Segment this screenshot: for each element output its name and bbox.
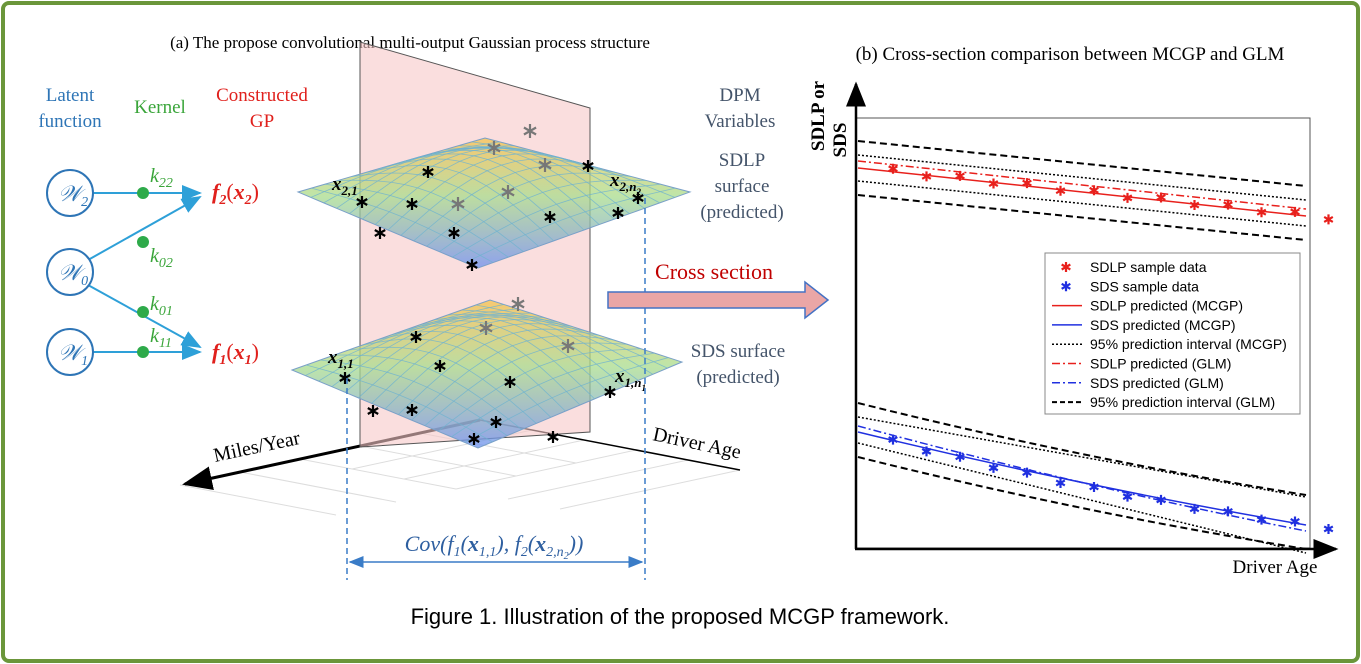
kernel-sub: 02: [159, 256, 173, 271]
legend-label: SDLP sample data: [1090, 259, 1207, 275]
kernel-dot: [137, 236, 149, 248]
y-label: SDLP or: [808, 80, 829, 151]
header: GP: [250, 111, 274, 132]
legend-label: 95% prediction interval (MCGP): [1090, 336, 1287, 352]
cov-part: Cov(: [405, 531, 449, 556]
x: x: [609, 170, 620, 191]
cov-part: )): [567, 531, 584, 556]
x-sub: 2,: [619, 179, 630, 194]
cov-part: 1: [454, 545, 461, 560]
x-sub: 2,1: [341, 183, 358, 198]
legend-label: SDLP predicted (MCGP): [1090, 298, 1243, 314]
legend-label: SDS predicted (GLM): [1090, 375, 1224, 391]
cov-part: 2,n: [546, 545, 564, 560]
kernel-dot: [137, 346, 149, 358]
x-sub: 1: [245, 353, 252, 368]
header: DPM: [719, 85, 760, 106]
f-sub: 2: [218, 193, 226, 208]
panel-b: (b) Cross-section comparison between MCG…: [808, 44, 1336, 578]
x: x: [233, 339, 245, 364]
header: Latent: [46, 85, 95, 106]
panel-title: (a) The propose convolutional multi-outp…: [170, 33, 650, 52]
paren: (: [226, 339, 233, 364]
header: Constructed: [216, 85, 308, 106]
legend-label: SDS predicted (MCGP): [1090, 317, 1235, 333]
kernel-dot: [137, 306, 149, 318]
surface-label: (predicted): [696, 367, 779, 388]
node-sub: 1: [81, 354, 88, 369]
cov-part: x: [534, 531, 546, 556]
kernel-sub: 11: [159, 336, 172, 351]
header: Kernel: [134, 97, 186, 118]
surface-label: (predicted): [700, 202, 783, 223]
surface-label: surface: [715, 176, 770, 197]
legend-label: SDS sample data: [1090, 278, 1199, 294]
cov-part: 2: [521, 545, 528, 560]
surface-label: SDS surface: [691, 341, 785, 362]
node-sub: 0: [81, 274, 88, 289]
y-label: SDS: [830, 123, 851, 158]
legend-label: 95% prediction interval (GLM): [1090, 394, 1275, 410]
kernel-sub: 01: [159, 304, 173, 319]
caption: Figure 1. Illustration of the proposed M…: [411, 604, 950, 629]
arrow-label: Cross section: [655, 259, 773, 284]
paren: (: [226, 179, 233, 204]
f-sub: 1: [219, 353, 226, 368]
legend-label: SDLP predicted (GLM): [1090, 356, 1231, 372]
x-sub: 1,: [625, 375, 635, 390]
paren: ): [252, 179, 259, 204]
cov-part: x: [467, 531, 479, 556]
x-sub: 1,1: [338, 356, 354, 371]
output-label: f1(x1): [212, 339, 259, 368]
header: function: [38, 111, 102, 132]
x-label: Driver Age: [1233, 557, 1318, 578]
cov-part: ),: [494, 531, 514, 556]
figure: (a) The propose convolutional multi-outp…: [0, 0, 1361, 664]
node-sub: 2: [81, 195, 88, 210]
x-subsub: n: [629, 179, 636, 194]
surface-label: SDLP: [719, 150, 765, 171]
x-subsubsub: 2: [635, 187, 641, 197]
x: x: [614, 366, 625, 387]
output-label: f2(x2): [212, 179, 259, 208]
cov-part: 1,1: [479, 545, 497, 560]
kernel-sub: 22: [159, 176, 173, 191]
header: Variables: [705, 111, 776, 132]
x: x: [233, 179, 245, 204]
x-subsub: n: [634, 375, 641, 390]
panel-title: (b) Cross-section comparison between MCG…: [856, 44, 1285, 65]
paren: ): [252, 339, 259, 364]
x: x: [327, 347, 338, 368]
x: x: [331, 174, 342, 195]
kernel-dot: [137, 187, 149, 199]
x-sub: 2: [244, 193, 252, 208]
